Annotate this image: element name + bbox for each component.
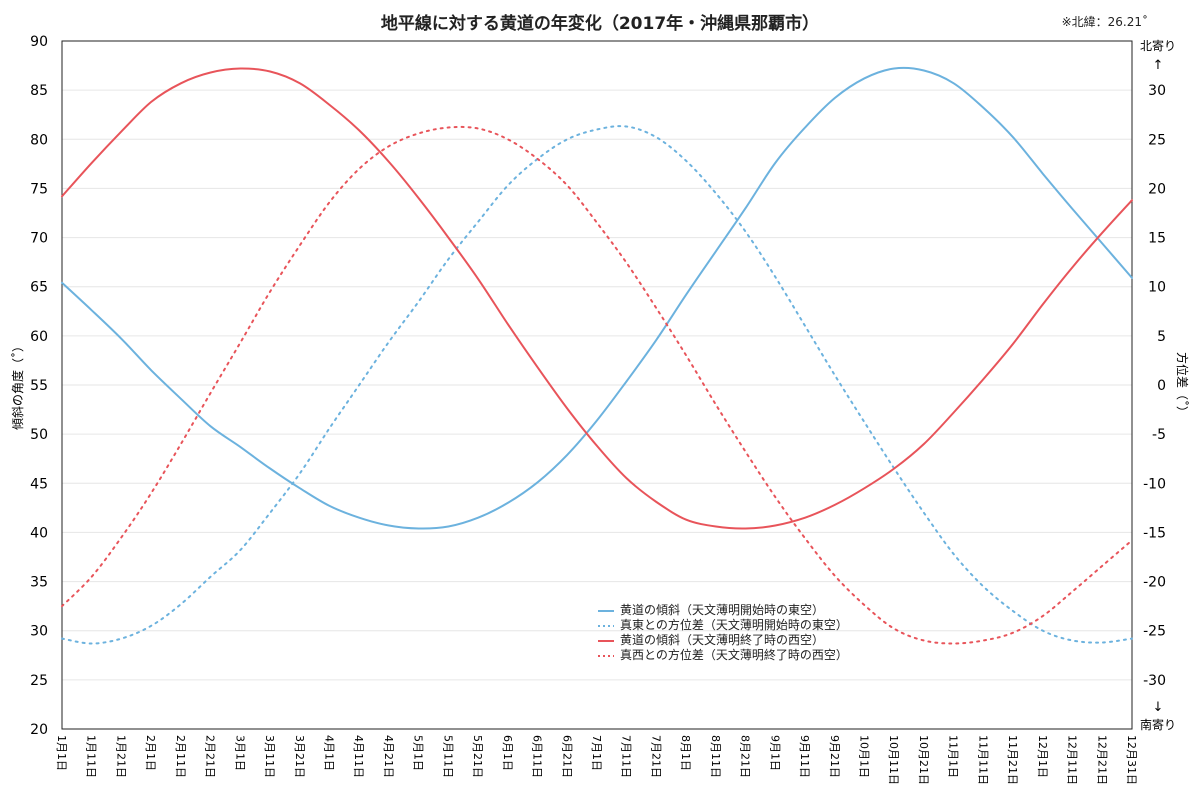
x-tick-label: 3月11日 — [263, 735, 276, 778]
x-tick-label: 6月21日 — [560, 735, 573, 778]
grid-lines — [62, 89, 1132, 681]
x-tick-label: 10月11日 — [887, 735, 900, 785]
right-tick-label: 20 — [1148, 181, 1166, 197]
right-tick-label: -20 — [1143, 575, 1166, 591]
legend-item-east-azimuth: 真東との方位差（天文薄明開始時の東空） — [598, 618, 848, 633]
x-tick-label: 5月21日 — [471, 735, 484, 778]
right-tick-label: 10 — [1148, 280, 1166, 296]
left-tick-label: 45 — [30, 476, 48, 492]
series-line-1 — [61, 125, 1133, 645]
x-tick-label: 10月21日 — [917, 735, 930, 785]
x-tick-label: 1月1日 — [55, 735, 68, 771]
x-tick-label: 7月1日 — [590, 735, 603, 771]
left-tick-label: 60 — [30, 329, 48, 345]
x-tick-label: 6月11日 — [531, 735, 544, 778]
legend-label: 黄道の傾斜（天文薄明終了時の西空） — [620, 633, 825, 647]
plot-area-border — [61, 40, 1133, 730]
right-axis-label: 方位差（˚） — [1175, 352, 1190, 418]
x-tick-label: 8月21日 — [739, 735, 752, 778]
x-tick-label: 12月21日 — [1095, 735, 1108, 785]
x-tick-label: 12月11日 — [1066, 735, 1079, 785]
x-tick-label: 4月1日 — [323, 735, 336, 771]
x-tick-label: 12月1日 — [1036, 735, 1049, 778]
left-tick-label: 30 — [30, 624, 48, 640]
legend-item-west-azimuth: 真西との方位差（天文薄明終了時の西空） — [598, 648, 848, 663]
x-tick-label: 5月11日 — [441, 735, 454, 778]
x-axis-ticks: 1月1日 1月11日 1月21日 2月1日 2月11日 2月21日 3月1日 3月11日 3月2… — [55, 735, 1138, 785]
legend: 黄道の傾斜（天文薄明開始時の東空） 真東との方位差（天文薄明開始時の東空） 黄道… — [598, 603, 848, 663]
chart-title: 地平線に対する黄道の年変化（2017年・沖縄県那覇市） — [380, 14, 820, 34]
x-tick-label: 12月31日 — [1125, 735, 1138, 785]
x-tick-label: 1月11日 — [85, 735, 98, 778]
x-tick-label: 2月1日 — [144, 735, 157, 771]
x-tick-label: 7月11日 — [620, 735, 633, 778]
x-tick-label: 9月1日 — [768, 735, 781, 771]
legend-solid-blue-icon — [598, 609, 614, 612]
x-tick-label: 5月1日 — [412, 735, 425, 771]
right-tick-label: -25 — [1143, 624, 1166, 640]
x-tick-label: 9月11日 — [798, 735, 811, 778]
left-tick-label: 70 — [30, 231, 48, 247]
north-label: 北寄り — [1140, 38, 1176, 53]
left-tick-label: 65 — [30, 280, 48, 296]
series-group — [61, 66, 1133, 645]
legend-label: 真東との方位差（天文薄明開始時の東空） — [620, 618, 848, 632]
x-tick-label: 9月21日 — [828, 735, 841, 778]
series-line-2 — [61, 67, 1133, 530]
left-tick-label: 50 — [30, 427, 48, 443]
north-arrow-icon: ↑ — [1153, 58, 1164, 73]
x-tick-label: 3月21日 — [293, 735, 306, 778]
x-tick-label: 8月11日 — [709, 735, 722, 778]
right-tick-label: 5 — [1157, 329, 1166, 345]
right-tick-label: 0 — [1157, 378, 1166, 394]
right-tick-label: -10 — [1143, 476, 1166, 492]
left-tick-label: 35 — [30, 575, 48, 591]
x-tick-label: 6月1日 — [501, 735, 514, 771]
x-tick-label: 4月11日 — [352, 735, 365, 778]
x-tick-label: 10月1日 — [858, 735, 871, 778]
left-tick-label: 90 — [30, 34, 48, 50]
x-tick-label: 3月1日 — [233, 735, 246, 771]
right-tick-label: 15 — [1148, 231, 1166, 247]
x-tick-label: 7月21日 — [649, 735, 662, 778]
series-line-0 — [61, 66, 1133, 530]
legend-dotted-blue-icon — [598, 624, 614, 627]
legend-item-east-slope: 黄道の傾斜（天文薄明開始時の東空） — [598, 603, 848, 618]
right-tick-label: -30 — [1143, 673, 1166, 689]
right-tick-label: 25 — [1148, 132, 1166, 148]
south-label: 南寄り — [1140, 717, 1176, 732]
x-tick-label: 2月21日 — [204, 735, 217, 778]
legend-label: 真西との方位差（天文薄明終了時の西空） — [620, 648, 848, 662]
right-axis-ticks: -30 -25 -20 -15 -10 -5 0 5 10 15 20 25 30 — [1143, 83, 1166, 689]
left-axis-ticks: 20 25 30 35 40 45 50 55 60 65 70 75 80 85 90 — [30, 34, 48, 738]
right-tick-label: -15 — [1143, 525, 1166, 541]
x-tick-label: 4月21日 — [382, 735, 395, 778]
x-tick-label: 11月21日 — [1006, 735, 1019, 785]
left-tick-label: 25 — [30, 673, 48, 689]
left-tick-label: 85 — [30, 83, 48, 99]
left-tick-label: 80 — [30, 132, 48, 148]
x-tick-label: 11月1日 — [947, 735, 960, 778]
x-tick-label: 8月1日 — [679, 735, 692, 771]
left-tick-label: 55 — [30, 378, 48, 394]
latitude-note: ※北緯：26.21˚ — [1061, 15, 1148, 29]
right-tick-label: -5 — [1152, 427, 1166, 443]
x-tick-label: 2月11日 — [174, 735, 187, 778]
left-tick-label: 75 — [30, 181, 48, 197]
left-tick-label: 40 — [30, 525, 48, 541]
legend-item-west-slope: 黄道の傾斜（天文薄明終了時の西空） — [598, 633, 848, 648]
x-tick-label: 11月11日 — [976, 735, 989, 785]
right-tick-label: 30 — [1148, 83, 1166, 99]
south-arrow-icon: ↓ — [1153, 700, 1164, 715]
left-axis-label: 傾斜の角度（˚） — [10, 340, 25, 430]
x-tick-label: 1月21日 — [114, 735, 127, 778]
legend-label: 黄道の傾斜（天文薄明開始時の東空） — [620, 603, 825, 617]
legend-solid-red-icon — [598, 639, 614, 642]
left-tick-label: 20 — [30, 722, 48, 738]
legend-dotted-red-icon — [598, 654, 614, 657]
